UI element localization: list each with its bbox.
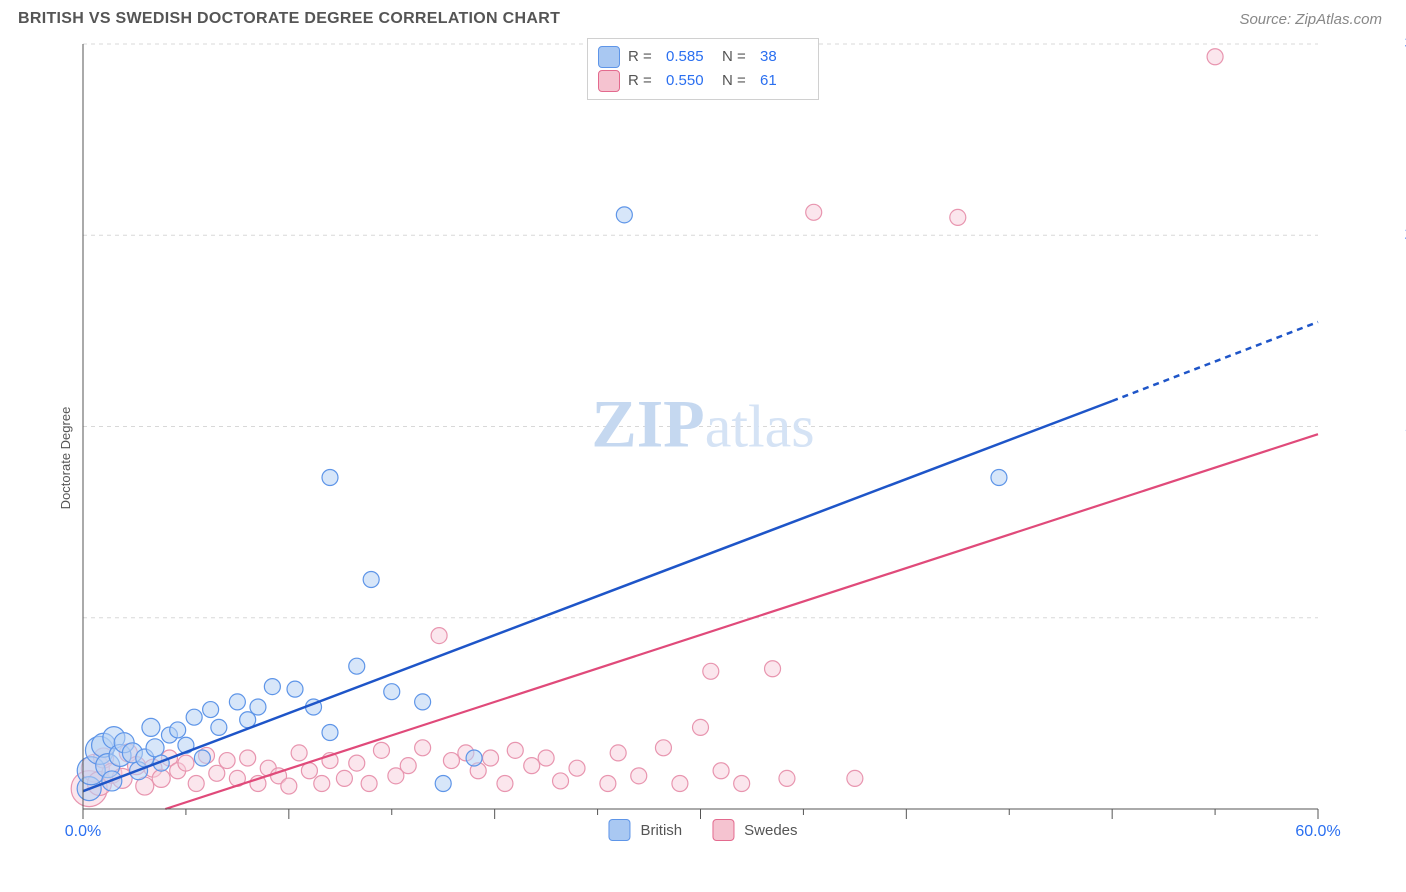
data-point — [435, 776, 451, 792]
legend-n-value: 61 — [760, 69, 808, 93]
data-point — [152, 769, 170, 787]
y-axis-label: Doctorate Degree — [58, 407, 73, 510]
data-point — [186, 709, 202, 725]
data-point — [616, 207, 632, 223]
x-tick-label: 60.0% — [1295, 823, 1340, 841]
x-tick-label: 0.0% — [65, 823, 101, 841]
data-point — [415, 694, 431, 710]
data-point — [950, 209, 966, 225]
data-point — [806, 204, 822, 220]
legend-n-value: 38 — [760, 45, 808, 69]
data-point — [415, 740, 431, 756]
data-point — [483, 750, 499, 766]
data-point — [188, 776, 204, 792]
data-point — [1207, 49, 1223, 65]
legend-row: R = 0.550 N = 61 — [598, 69, 808, 93]
legend-item: Swedes — [712, 819, 797, 841]
data-point — [847, 770, 863, 786]
data-point — [631, 768, 647, 784]
legend-swatch — [712, 819, 734, 841]
data-point — [734, 776, 750, 792]
scatter-chart — [48, 34, 1348, 844]
data-point — [314, 776, 330, 792]
data-point — [524, 758, 540, 774]
legend-swatch — [598, 70, 620, 92]
data-point — [991, 470, 1007, 486]
data-point — [194, 750, 210, 766]
data-point — [336, 770, 352, 786]
legend-series: British Swedes — [608, 819, 797, 841]
data-point — [431, 628, 447, 644]
data-point — [287, 681, 303, 697]
trend-line-extrapolated — [1112, 322, 1318, 401]
data-point — [229, 694, 245, 710]
legend-swatch — [608, 819, 630, 841]
data-point — [610, 745, 626, 761]
data-point — [240, 750, 256, 766]
data-point — [443, 753, 459, 769]
data-point — [322, 725, 338, 741]
data-point — [363, 572, 379, 588]
data-point — [211, 719, 227, 735]
data-point — [142, 718, 160, 736]
data-point — [703, 663, 719, 679]
trend-line — [165, 434, 1318, 809]
data-point — [507, 742, 523, 758]
legend-n-label: N = — [722, 69, 752, 93]
data-point — [291, 745, 307, 761]
data-point — [672, 776, 688, 792]
data-point — [569, 760, 585, 776]
page-title: BRITISH VS SWEDISH DOCTORATE DEGREE CORR… — [18, 10, 560, 28]
chart-container: Doctorate Degree ZIPatlas R =0.585 N =38… — [18, 34, 1388, 882]
data-point — [203, 702, 219, 718]
data-point — [655, 740, 671, 756]
legend-swatch — [598, 46, 620, 68]
data-point — [250, 699, 266, 715]
data-point — [384, 684, 400, 700]
legend-row: R = 0.585 N = 38 — [598, 45, 808, 69]
data-point — [497, 776, 513, 792]
trend-line — [83, 401, 1112, 791]
legend-label: British — [640, 822, 682, 839]
data-point — [301, 763, 317, 779]
legend-r-label: R = — [628, 45, 658, 69]
legend-r-value: 0.550 — [666, 69, 714, 93]
data-point — [400, 758, 416, 774]
data-point — [281, 778, 297, 794]
data-point — [373, 742, 389, 758]
legend-correlation: R = 0.585 N = 38 R = 0.550 N = 61 — [587, 38, 819, 100]
legend-label: Swedes — [744, 822, 797, 839]
legend-r-value: 0.585 — [666, 45, 714, 69]
data-point — [553, 773, 569, 789]
data-point — [765, 661, 781, 677]
legend-r-label: R = — [628, 69, 658, 93]
data-point — [466, 750, 482, 766]
source-label: Source: ZipAtlas.com — [1239, 11, 1382, 28]
data-point — [349, 755, 365, 771]
data-point — [779, 770, 795, 786]
legend-item: British — [608, 819, 682, 841]
data-point — [264, 679, 280, 695]
legend-n-label: N = — [722, 45, 752, 69]
data-point — [170, 722, 186, 738]
data-point — [713, 763, 729, 779]
data-point — [693, 719, 709, 735]
data-point — [349, 658, 365, 674]
data-point — [322, 470, 338, 486]
data-point — [219, 753, 235, 769]
data-point — [146, 739, 164, 757]
data-point — [361, 776, 377, 792]
data-point — [600, 776, 616, 792]
data-point — [178, 755, 194, 771]
data-point — [538, 750, 554, 766]
